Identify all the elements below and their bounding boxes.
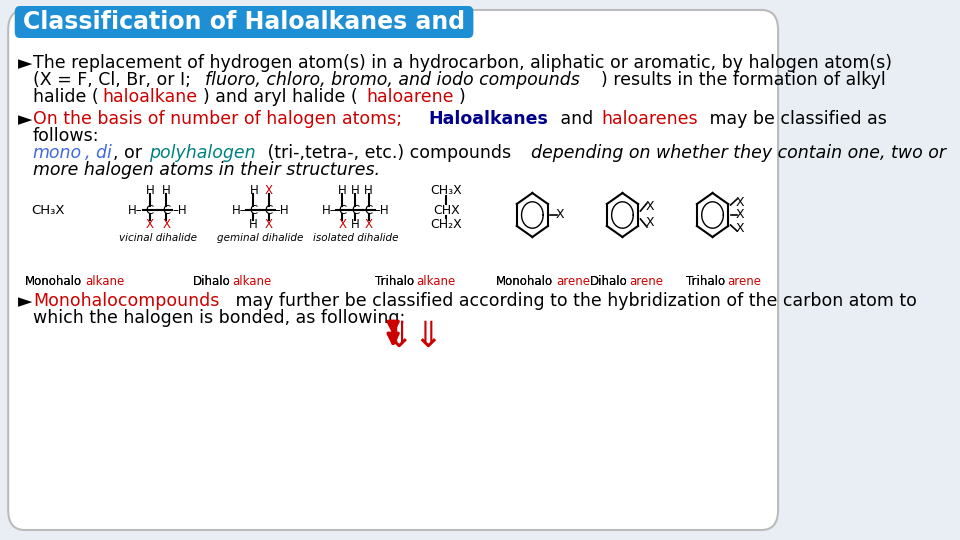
- Text: Dihalo: Dihalo: [192, 275, 230, 288]
- Text: arene: arene: [630, 275, 663, 288]
- Text: Monohalo: Monohalo: [495, 275, 553, 288]
- Text: haloalkane: haloalkane: [102, 88, 197, 106]
- Text: Trihalo: Trihalo: [686, 275, 726, 288]
- Text: X: X: [365, 218, 372, 231]
- Text: Monohalo: Monohalo: [25, 275, 82, 288]
- Text: isolated dihalide: isolated dihalide: [313, 233, 398, 243]
- Text: vicinal dihalide: vicinal dihalide: [119, 233, 197, 243]
- Text: halide (: halide (: [33, 88, 98, 106]
- Text: Trihalo: Trihalo: [686, 275, 726, 288]
- Text: H: H: [338, 184, 347, 197]
- Text: X: X: [646, 200, 655, 213]
- Text: alkane: alkane: [84, 275, 124, 288]
- Text: X: X: [146, 218, 154, 231]
- Text: polyhalogen: polyhalogen: [150, 144, 256, 162]
- Text: Dihalo: Dihalo: [192, 275, 230, 288]
- Text: may be classified as: may be classified as: [704, 110, 886, 128]
- Text: ►: ►: [18, 110, 33, 129]
- Text: C: C: [338, 204, 347, 217]
- Text: arene: arene: [556, 275, 589, 288]
- Text: CH₃X: CH₃X: [31, 204, 64, 217]
- Text: H–: H–: [322, 204, 337, 217]
- Text: Monohalocompounds: Monohalocompounds: [33, 292, 219, 310]
- Text: CH₃X: CH₃X: [430, 184, 462, 197]
- Text: ): ): [459, 88, 466, 106]
- Text: H: H: [364, 184, 372, 197]
- FancyBboxPatch shape: [9, 10, 778, 530]
- Text: which the halogen is bonded, as following:: which the halogen is bonded, as followin…: [33, 309, 405, 327]
- Text: fluoro, chloro, bromo, and iodo compounds: fluoro, chloro, bromo, and iodo compound…: [205, 71, 580, 89]
- Text: alkane: alkane: [232, 275, 272, 288]
- Text: ) results in the formation of alkyl: ) results in the formation of alkyl: [602, 71, 886, 89]
- Text: alkane: alkane: [417, 275, 456, 288]
- Text: X: X: [265, 218, 273, 231]
- Text: On the basis of number of halogen atoms;: On the basis of number of halogen atoms;: [33, 110, 407, 128]
- Text: H: H: [351, 218, 360, 231]
- Text: Dihalo: Dihalo: [589, 275, 628, 288]
- Text: C: C: [249, 204, 257, 217]
- Text: follows:: follows:: [33, 127, 99, 145]
- Text: mono: mono: [33, 144, 82, 162]
- Text: ) and aryl halide (: ) and aryl halide (: [203, 88, 357, 106]
- Text: haloarene: haloarene: [366, 88, 453, 106]
- Text: may further be classified according to the hybridization of the carbon atom to: may further be classified according to t…: [229, 292, 917, 310]
- Text: H: H: [162, 184, 171, 197]
- Text: (X = F, Cl, Br, or I;: (X = F, Cl, Br, or I;: [33, 71, 196, 89]
- Text: H: H: [250, 184, 258, 197]
- Text: (tri-,tetra-, etc.) compounds: (tri-,tetra-, etc.) compounds: [262, 144, 516, 162]
- Text: X: X: [736, 222, 745, 235]
- Text: C: C: [162, 204, 170, 217]
- Text: , di: , di: [84, 144, 111, 162]
- Text: X: X: [646, 217, 655, 230]
- Text: CHX: CHX: [433, 204, 460, 217]
- Text: Dihalo: Dihalo: [589, 275, 628, 288]
- Text: X: X: [736, 197, 745, 210]
- Text: Monohalo: Monohalo: [495, 275, 553, 288]
- Text: ►: ►: [18, 54, 33, 73]
- Text: arene: arene: [728, 275, 761, 288]
- Text: X: X: [338, 218, 347, 231]
- Text: X: X: [556, 208, 564, 221]
- Text: –H: –H: [173, 204, 187, 217]
- Text: ►: ►: [18, 292, 33, 311]
- Text: CH₂X: CH₂X: [430, 218, 462, 231]
- Text: X: X: [736, 208, 745, 221]
- FancyBboxPatch shape: [14, 6, 473, 38]
- Text: Trihalo: Trihalo: [375, 275, 414, 288]
- Text: H: H: [146, 184, 155, 197]
- Text: H: H: [351, 184, 360, 197]
- Text: Classification of Haloalkanes and: Classification of Haloalkanes and: [23, 10, 465, 34]
- Text: H–: H–: [128, 204, 142, 217]
- Text: –H: –H: [374, 204, 389, 217]
- Text: depending on whether they contain one, two or: depending on whether they contain one, t…: [531, 144, 947, 162]
- Text: The replacement of hydrogen atom(s) in a hydrocarbon, aliphatic or aromatic, by : The replacement of hydrogen atom(s) in a…: [33, 54, 892, 72]
- Text: C: C: [365, 204, 372, 217]
- Text: , or: , or: [113, 144, 148, 162]
- Text: more halogen atoms in their structures.: more halogen atoms in their structures.: [33, 161, 380, 179]
- Text: geminal dihalide: geminal dihalide: [217, 233, 303, 243]
- Text: C: C: [265, 204, 273, 217]
- Text: –H: –H: [275, 204, 289, 217]
- Text: X: X: [265, 184, 273, 197]
- Text: Trihalo: Trihalo: [375, 275, 414, 288]
- Text: ⇓⇓: ⇓⇓: [383, 320, 444, 354]
- Text: haloarenes: haloarenes: [602, 110, 698, 128]
- Text: Monohalo: Monohalo: [25, 275, 82, 288]
- Text: C: C: [351, 204, 360, 217]
- Text: X: X: [162, 218, 170, 231]
- Text: Haloalkanes: Haloalkanes: [428, 110, 548, 128]
- Text: and: and: [555, 110, 599, 128]
- Text: H: H: [249, 218, 257, 231]
- Text: C: C: [146, 204, 154, 217]
- Text: H–: H–: [231, 204, 247, 217]
